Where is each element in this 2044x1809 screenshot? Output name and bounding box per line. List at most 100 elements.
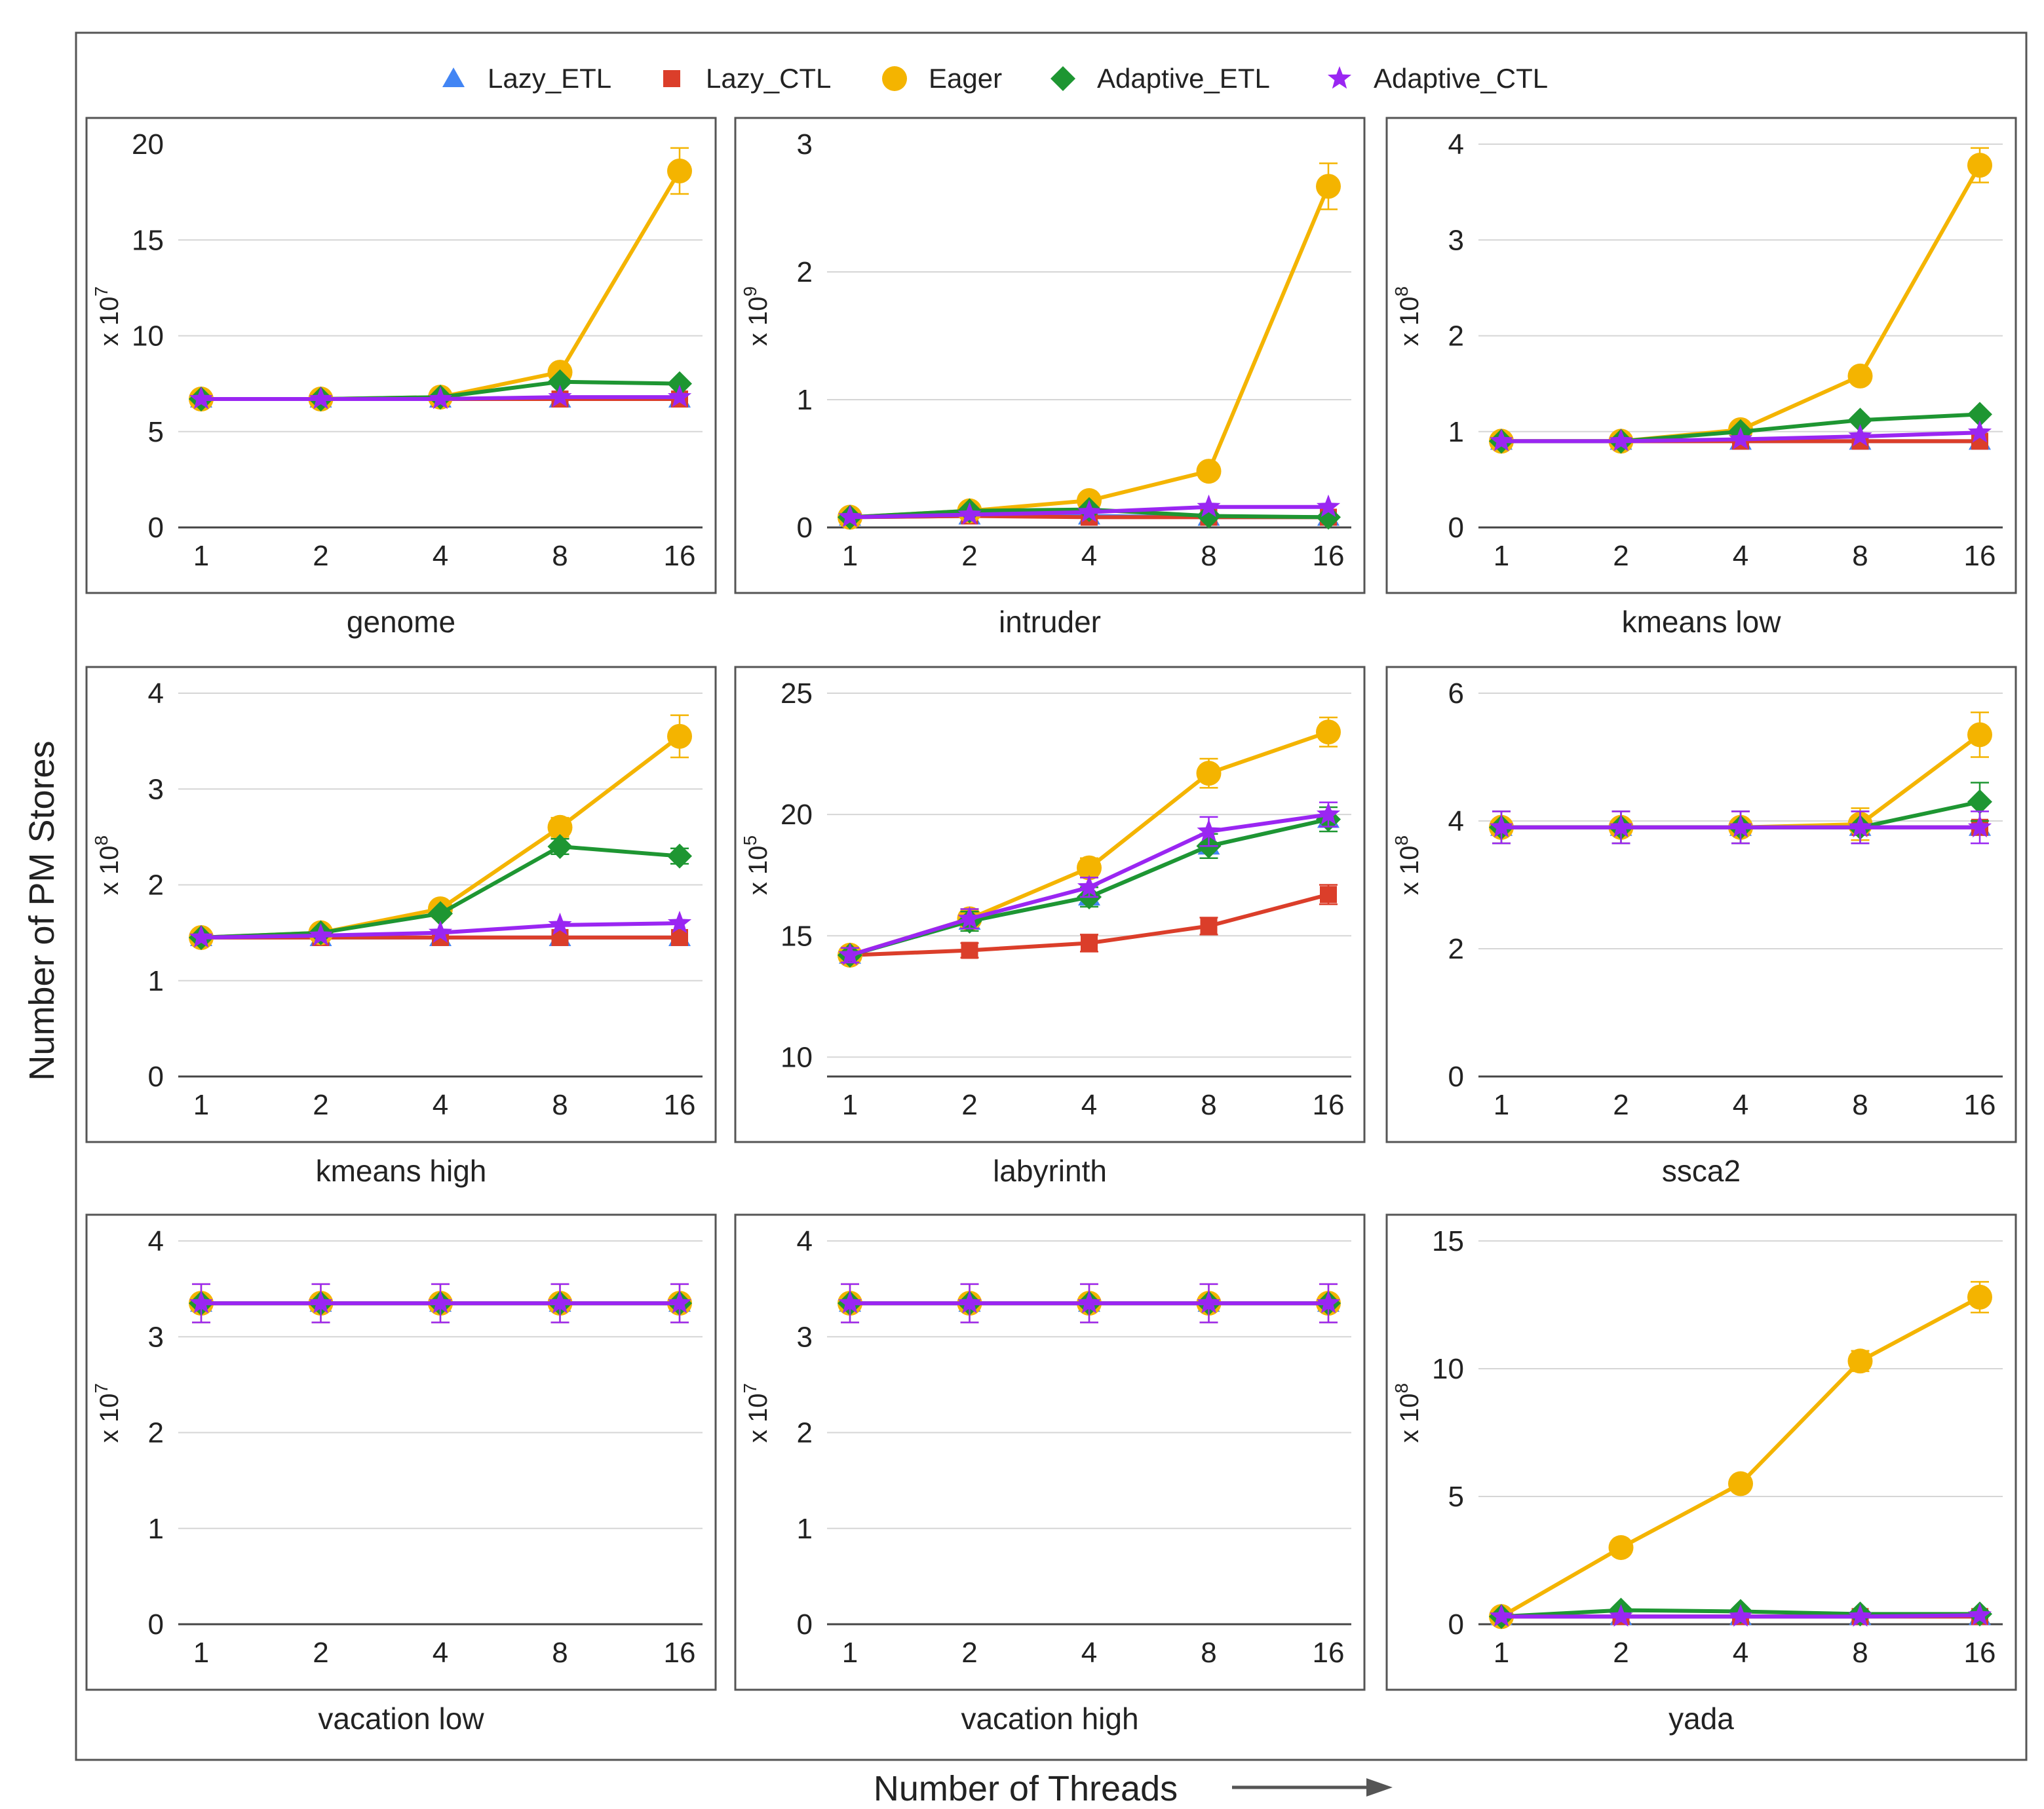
y-tick-label: 3	[797, 1321, 813, 1353]
legend-marker-lazy-etl	[442, 67, 465, 87]
data-point	[1847, 363, 1873, 389]
y-tick-label: 4	[148, 1225, 164, 1257]
y-tick-label: 15	[1432, 1225, 1464, 1257]
data-point	[1489, 1604, 1514, 1627]
data-point	[1077, 1291, 1102, 1314]
legend-label-lazy-ctl: Lazy_CTL	[706, 63, 831, 94]
x-tick-label: 1	[1494, 540, 1509, 572]
x-tick-label: 1	[842, 540, 858, 572]
data-point	[189, 924, 214, 948]
figure-ylabel: Number of PM Stores	[22, 740, 62, 1080]
y-scale-exponent: 7	[91, 1383, 111, 1394]
legend-label-eager: Eager	[929, 63, 1002, 94]
series-adaptive-ctl	[189, 911, 692, 948]
data-point	[1320, 886, 1337, 904]
data-point	[667, 385, 692, 408]
legend-marker-lazy-ctl	[663, 70, 680, 87]
x-tick-label: 2	[961, 1637, 977, 1669]
series-adaptive-ctl	[1489, 420, 1992, 451]
y-tick-label: 0	[148, 512, 164, 544]
data-point	[309, 387, 333, 409]
data-point	[1077, 855, 1102, 881]
x-tick-label: 8	[1852, 540, 1868, 572]
y-tick-label: 10	[781, 1041, 813, 1073]
x-tick-label: 4	[433, 1637, 448, 1669]
data-point	[1489, 428, 1514, 451]
data-point	[1967, 402, 1992, 427]
data-point	[1967, 1603, 1992, 1626]
y-tick-label: 3	[1448, 224, 1464, 256]
data-point	[1967, 814, 1992, 838]
series-lazy-ctl	[841, 884, 1338, 964]
x-tick-label: 4	[433, 1089, 448, 1121]
x-tick-label: 8	[552, 1637, 568, 1669]
y-tick-label: 4	[1448, 128, 1464, 161]
x-tick-label: 2	[1613, 1637, 1629, 1669]
data-point	[1197, 819, 1221, 842]
data-point	[1316, 1291, 1341, 1314]
series-adaptive-ctl	[189, 385, 692, 409]
x-tick-label: 1	[193, 1637, 209, 1669]
y-tick-label: 3	[797, 128, 813, 161]
legend-label-lazy-etl: Lazy_ETL	[488, 63, 611, 94]
data-point	[1196, 761, 1222, 786]
x-tick-label: 16	[1964, 1637, 1996, 1669]
y-scale-exponent: 8	[1391, 835, 1412, 846]
y-tick-label: 0	[1448, 1609, 1464, 1641]
data-point	[1847, 1348, 1873, 1374]
x-tick-label: 2	[313, 540, 328, 572]
legend-marker-eager	[882, 66, 907, 91]
x-tick-label: 16	[1964, 540, 1996, 572]
data-point	[547, 369, 573, 394]
x-tick-label: 1	[193, 540, 209, 572]
series-adaptive-ctl	[838, 1283, 1341, 1323]
x-tick-label: 16	[664, 1637, 696, 1669]
y-tick-label: 2	[148, 1417, 164, 1449]
data-point	[1609, 428, 1633, 451]
y-tick-label: 1	[148, 1513, 164, 1545]
data-point	[1728, 1604, 1753, 1627]
y-tick-label: 4	[1448, 805, 1464, 837]
x-tick-label: 2	[313, 1089, 328, 1121]
legend-label-adaptive-ctl: Adaptive_CTL	[1374, 63, 1548, 94]
series-adaptive-ctl	[838, 801, 1341, 966]
y-tick-label: 2	[1448, 933, 1464, 965]
data-point	[667, 843, 692, 869]
x-tick-label: 2	[1613, 540, 1629, 572]
data-point	[1489, 814, 1514, 838]
x-tick-label: 4	[433, 540, 448, 572]
y-scale-exponent: 8	[1391, 286, 1412, 297]
panel-frame	[734, 1213, 1366, 1691]
x-tick-label: 8	[1201, 540, 1216, 572]
figure-xlabel: Number of Threads	[874, 1769, 1178, 1808]
panel-title: genome	[347, 605, 455, 639]
data-point	[1609, 1604, 1633, 1627]
data-point	[189, 1291, 214, 1314]
data-point	[1728, 427, 1753, 449]
data-point	[1316, 174, 1341, 199]
y-tick-label: 10	[132, 320, 164, 352]
legend: Lazy_ETL Lazy_CTL Eager Adaptive_ETL Adaptiv…	[442, 63, 1548, 94]
y-tick-label: 0	[797, 512, 813, 544]
y-tick-label: 0	[1448, 1061, 1464, 1093]
data-point	[957, 502, 982, 525]
data-point	[1609, 814, 1633, 838]
data-point	[428, 920, 453, 943]
panel-yada: 0 5 10 15 1 2 4 8 16 x 108 yada	[1385, 1213, 2017, 1736]
legend-marker-adaptive-etl	[1051, 66, 1075, 91]
y-tick-label: 6	[1448, 677, 1464, 710]
data-point	[1967, 722, 1992, 748]
data-point	[1967, 1284, 1992, 1310]
x-tick-label: 8	[552, 540, 568, 572]
data-point	[838, 1291, 862, 1314]
data-point	[1200, 917, 1218, 935]
data-point	[1316, 505, 1341, 530]
y-tick-label: 2	[797, 1417, 813, 1449]
data-point	[1316, 802, 1341, 825]
data-point	[961, 942, 978, 959]
panel-title: intruder	[999, 605, 1101, 639]
y-tick-label: 2	[148, 869, 164, 902]
x-tick-label: 8	[1852, 1637, 1868, 1669]
